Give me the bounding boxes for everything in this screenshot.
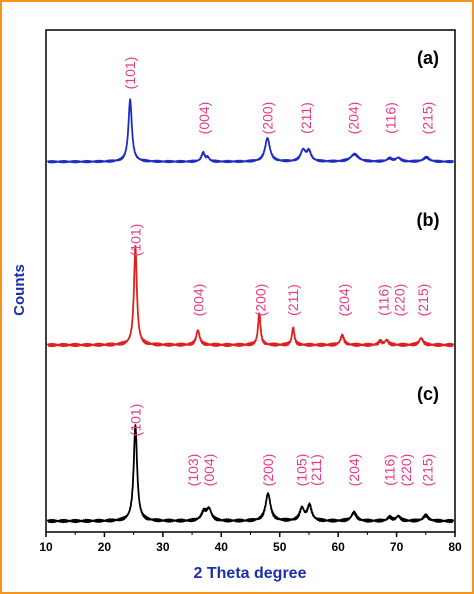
peak-annotation: (215): [415, 284, 431, 317]
peak-annotation: (101): [127, 224, 143, 257]
x-tick-label: 80: [448, 540, 462, 554]
x-tick-label: 20: [98, 540, 112, 554]
x-axis-title: 2 Theta degree: [194, 565, 307, 582]
peak-annotation: (220): [398, 454, 414, 487]
peak-annotation: (204): [346, 454, 362, 487]
plot-area: 10 20 30 40 50 60 70 80: [39, 29, 462, 554]
x-tick-label: 40: [215, 540, 229, 554]
chart-marks: (a)(101)(004) (200) (211) (204) (116) (215)(b…: [46, 48, 455, 524]
peak-annotation: (220): [392, 284, 408, 317]
peak-annotation: (200): [259, 102, 275, 135]
peak-annotation: (204): [345, 102, 361, 135]
panel-label: (b): [417, 210, 440, 230]
peak-annotation: (116): [383, 102, 399, 134]
peak-annotation: (105): [293, 454, 309, 487]
panel-c: (c) (101) (103) (004) (200) (105)(211) (204) (1…: [46, 384, 455, 524]
peak-annotation: (200): [252, 284, 268, 317]
y-axis-title: Counts: [11, 264, 28, 316]
peak-annotation: (101): [122, 57, 138, 90]
x-tick-label: 50: [273, 540, 287, 554]
peak-annotation: (103): [185, 454, 201, 487]
panel-b: (b) (101) (004) (200) (211) (204) (116) (220) (2…: [46, 210, 455, 348]
peak-annotation: (215): [420, 454, 436, 487]
xrd-pattern-c: [46, 424, 455, 524]
panel-a: (a) (101) (004) (200) (211) (204) (116) (215): [46, 48, 455, 164]
peak-annotation: (004): [191, 284, 207, 317]
peak-annotation: (211): [308, 454, 324, 486]
x-tick-label: 70: [390, 540, 404, 554]
xrd-pattern-a: [46, 98, 455, 164]
peak-annotation: (200): [260, 454, 276, 487]
peak-annotation: (116): [376, 284, 392, 316]
peak-annotation: (101): [127, 404, 143, 437]
panel-label: (c): [417, 384, 439, 404]
x-tick-label: 30: [156, 540, 170, 554]
peak-annotation: (004): [196, 102, 212, 135]
panel-label: (a): [417, 48, 439, 68]
x-tick-label: 60: [331, 540, 345, 554]
peak-annotation: (215): [420, 102, 436, 135]
peak-annotation: (004): [201, 454, 217, 487]
xrd-pattern-b: [46, 245, 455, 348]
peak-annotation: (211): [298, 102, 314, 134]
peak-annotation: (116): [382, 454, 398, 486]
peak-annotation: (211): [285, 284, 301, 316]
x-tick-label: 10: [39, 540, 53, 554]
peak-annotation: (204): [336, 284, 352, 317]
